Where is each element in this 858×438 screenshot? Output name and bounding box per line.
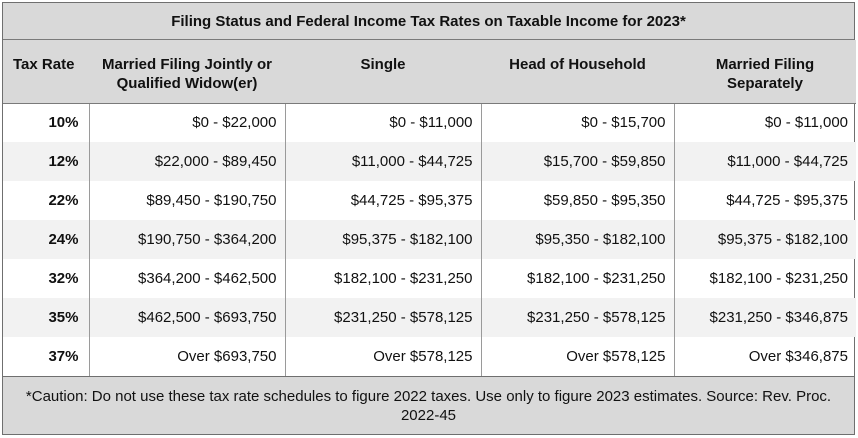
married-jointly-cell: $462,500 - $693,750: [88, 298, 285, 337]
single-cell: $95,375 - $182,100: [284, 220, 481, 259]
single-cell: $0 - $11,000: [284, 103, 481, 142]
table-row: 37% Over $693,750 Over $578,125 Over $578,1…: [3, 337, 856, 376]
head-of-household-cell: $59,850 - $95,350: [480, 181, 674, 220]
married-jointly-cell: $190,750 - $364,200: [88, 220, 285, 259]
married-separately-cell: $231,250 - $346,875: [673, 298, 856, 337]
single-cell: $231,250 - $578,125: [284, 298, 481, 337]
table-title: Filing Status and Federal Income Tax Rat…: [3, 3, 854, 40]
rate-cell: 35%: [3, 298, 89, 337]
rate-cell: 22%: [48, 192, 79, 209]
table-row: 12% $22,000 - $89,450 $11,000 - $44,725 $15…: [3, 142, 856, 181]
rate-cell: 12%: [3, 142, 89, 181]
head-of-household-cell: $182,100 - $231,250: [480, 259, 674, 298]
tax-rate-table: Tax Rate Married Filing Jointly or Quali…: [3, 40, 856, 376]
single-cell: Over $578,125: [284, 337, 481, 376]
table-row: 35% $462,500 - $693,750 $231,250 - $578,12…: [3, 298, 856, 337]
table-row: 32% $364,200 - $462,500 $182,100 - $231,25…: [3, 259, 856, 298]
single-cell: $11,000 - $44,725: [284, 142, 481, 181]
married-separately-cell: Over $346,875: [673, 337, 856, 376]
rate-cell: 37%: [48, 348, 79, 365]
married-jointly-cell: $0 - $22,000: [88, 103, 285, 142]
head-of-household-cell: $95,350 - $182,100: [480, 220, 674, 259]
table-row: 22% $89,450 - $190,750 $44,725 - $95,375 $5…: [3, 181, 856, 220]
married-jointly-cell: $364,200 - $462,500: [88, 259, 285, 298]
married-jointly-cell: Over $693,750: [88, 337, 285, 376]
table-row: 10% $0 - $22,000 $0 - $11,000 $0 - $15,700 $…: [3, 103, 856, 142]
head-of-household-cell: $0 - $15,700: [480, 103, 674, 142]
head-of-household-cell: $231,250 - $578,125: [480, 298, 674, 337]
rate-cell: 24%: [3, 220, 89, 259]
head-of-household-cell: Over $578,125: [480, 337, 674, 376]
header-single: Single: [285, 40, 481, 104]
married-separately-cell: $0 - $11,000: [673, 103, 856, 142]
married-separately-cell: $95,375 - $182,100: [673, 220, 856, 259]
header-married-separately: Married Filing Separately: [674, 40, 856, 104]
single-cell: $182,100 - $231,250: [284, 259, 481, 298]
rate-cell: 32%: [48, 270, 79, 287]
header-married-jointly: Married Filing Jointly or Qualified Wido…: [89, 40, 285, 104]
single-cell: $44,725 - $95,375: [284, 181, 481, 220]
caution-footnote: *Caution: Do not use these tax rate sche…: [3, 376, 854, 434]
married-jointly-cell: $22,000 - $89,450: [88, 142, 285, 181]
married-separately-cell: $11,000 - $44,725: [673, 142, 856, 181]
married-separately-cell: $182,100 - $231,250: [673, 259, 856, 298]
table-row: 24% $190,750 - $364,200 $95,375 - $182,100…: [3, 220, 856, 259]
married-separately-cell: $44,725 - $95,375: [673, 181, 856, 220]
married-jointly-cell: $89,450 - $190,750: [88, 181, 285, 220]
header-head-of-household: Head of Household: [481, 40, 674, 104]
header-tax-rate: Tax Rate: [3, 40, 89, 104]
head-of-household-cell: $15,700 - $59,850: [480, 142, 674, 181]
header-row: Tax Rate Married Filing Jointly or Quali…: [3, 40, 856, 104]
rate-cell: 10%: [48, 114, 79, 132]
